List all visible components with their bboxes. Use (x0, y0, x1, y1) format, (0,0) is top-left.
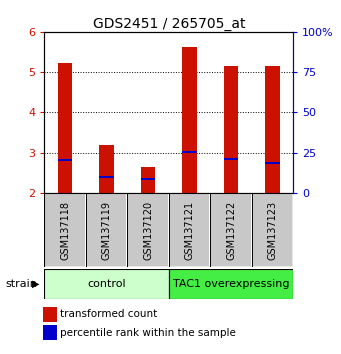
Text: strain: strain (5, 279, 37, 289)
Title: GDS2451 / 265705_at: GDS2451 / 265705_at (92, 17, 245, 31)
Bar (43, 325, 57, 340)
Bar (58, 63, 72, 193)
Bar (169, 193, 210, 267)
Text: transformed count: transformed count (60, 309, 157, 319)
Text: GSM137119: GSM137119 (102, 201, 112, 259)
Bar (265, 162, 280, 164)
Bar (210, 193, 252, 267)
Bar (127, 193, 169, 267)
Bar (252, 193, 293, 267)
Text: GSM137122: GSM137122 (226, 200, 236, 260)
Text: GSM137123: GSM137123 (268, 200, 278, 260)
Text: ▶: ▶ (32, 279, 40, 289)
Bar (252, 193, 293, 267)
Bar (169, 193, 210, 267)
Bar (182, 47, 197, 193)
Bar (182, 151, 197, 153)
Bar (44, 269, 169, 299)
Bar (44, 193, 86, 267)
Text: TAC1 overexpressing: TAC1 overexpressing (173, 279, 289, 289)
Bar (86, 193, 127, 267)
Bar (99, 145, 114, 193)
Text: GSM137120: GSM137120 (143, 200, 153, 260)
Bar (127, 193, 169, 267)
Bar (210, 193, 252, 267)
Bar (58, 159, 72, 161)
Bar (169, 269, 293, 299)
Bar (141, 178, 155, 180)
Bar (44, 193, 86, 267)
Bar (141, 167, 155, 193)
Text: GSM137121: GSM137121 (184, 200, 194, 260)
Text: control: control (87, 279, 126, 289)
Bar (224, 66, 238, 193)
Bar (43, 307, 57, 321)
Text: GSM137118: GSM137118 (60, 201, 70, 259)
Bar (86, 193, 127, 267)
Bar (265, 66, 280, 193)
Bar (224, 158, 238, 160)
Text: percentile rank within the sample: percentile rank within the sample (60, 328, 236, 338)
Bar (99, 176, 114, 178)
